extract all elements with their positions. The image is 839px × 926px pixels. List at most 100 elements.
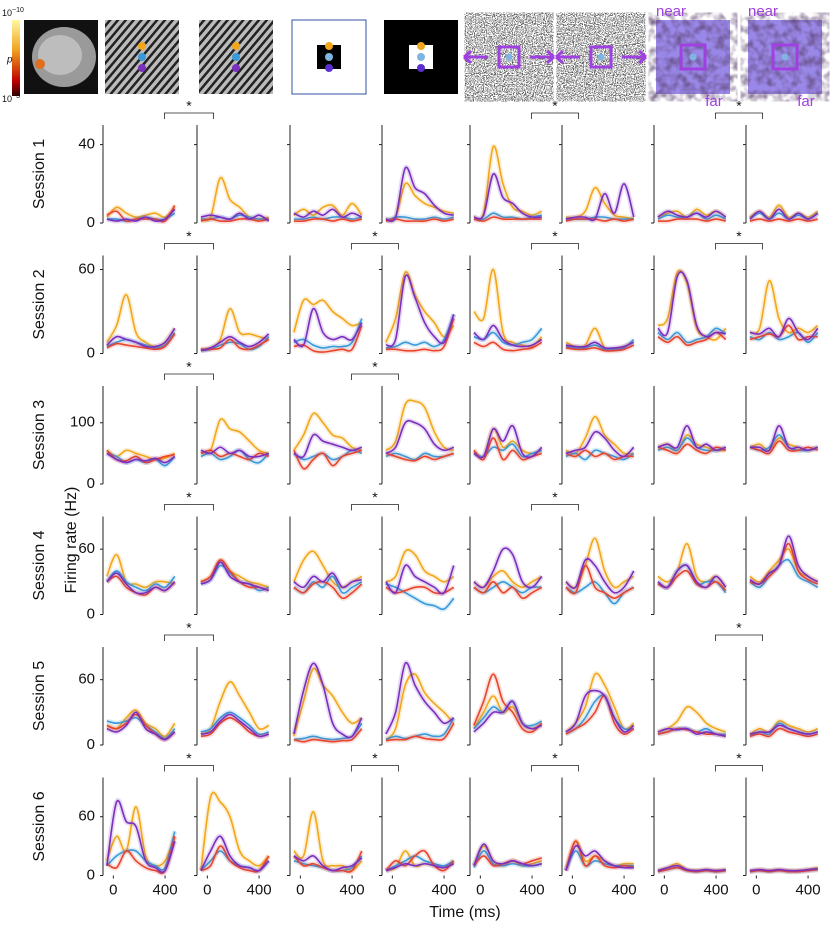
rate-line bbox=[749, 867, 818, 872]
panel bbox=[287, 647, 365, 746]
rate-line bbox=[565, 695, 635, 735]
session-label: Session 5 bbox=[31, 661, 48, 731]
panel: 0 400 bbox=[287, 777, 365, 898]
rate-line bbox=[293, 318, 363, 349]
panel bbox=[651, 255, 728, 354]
rate-line bbox=[657, 564, 727, 589]
panel bbox=[559, 386, 636, 485]
rate-line bbox=[385, 452, 455, 462]
x-tick-label: 0 bbox=[296, 881, 304, 898]
panel bbox=[467, 125, 543, 224]
significance-bracket bbox=[531, 112, 579, 119]
rate-line bbox=[385, 673, 455, 741]
rate-line bbox=[385, 271, 455, 343]
panel bbox=[379, 386, 455, 485]
rate-line bbox=[749, 535, 819, 585]
rate-line bbox=[473, 673, 543, 734]
rate-line bbox=[106, 452, 176, 464]
significance-bracket bbox=[351, 243, 399, 250]
y-tick-label: 0 bbox=[87, 475, 95, 492]
panel: 0 400 bbox=[194, 777, 272, 898]
rate-line bbox=[473, 547, 543, 589]
thumb-dot bbox=[232, 53, 240, 61]
significance-star: * bbox=[372, 359, 378, 375]
thumb-dot bbox=[505, 53, 513, 61]
panel bbox=[651, 647, 727, 746]
rate-line bbox=[293, 572, 362, 589]
panel bbox=[194, 386, 271, 485]
panel bbox=[559, 516, 636, 615]
rate-line bbox=[749, 218, 818, 222]
thumb-dot bbox=[417, 42, 425, 50]
x-tick-label: 0 bbox=[109, 881, 117, 898]
thumb-dot bbox=[417, 64, 425, 72]
thumb-dot bbox=[689, 53, 697, 61]
panel bbox=[287, 386, 363, 485]
rate-line bbox=[385, 722, 455, 742]
rate-line bbox=[473, 145, 543, 221]
significance-star: * bbox=[186, 98, 192, 114]
x-tick-label: 0 bbox=[660, 881, 668, 898]
significance-bracket bbox=[715, 243, 763, 250]
rate-line bbox=[565, 415, 634, 455]
panel bbox=[559, 255, 636, 354]
rate-line bbox=[657, 210, 727, 218]
rate-line bbox=[293, 855, 363, 872]
rate-line bbox=[385, 855, 455, 872]
rate-line bbox=[293, 325, 363, 353]
panel: 0 100 bbox=[70, 386, 177, 492]
rate-line bbox=[565, 840, 634, 871]
rate-line bbox=[657, 864, 726, 872]
rate-line bbox=[473, 173, 542, 220]
rate-line bbox=[200, 212, 270, 222]
thumb-frame bbox=[771, 43, 799, 71]
x-tick-label: 400 bbox=[520, 881, 545, 898]
depth-label: far bbox=[705, 93, 723, 110]
significance-bracket bbox=[715, 634, 763, 641]
significance-star: * bbox=[736, 228, 742, 244]
rate-line bbox=[749, 724, 818, 735]
panel bbox=[467, 255, 544, 354]
rate-line bbox=[106, 799, 176, 874]
stimulus-thumb: near far bbox=[748, 3, 822, 110]
panel bbox=[467, 647, 544, 746]
rate-line bbox=[106, 553, 175, 589]
y-tick-label: 60 bbox=[78, 260, 95, 277]
stimulus-thumb bbox=[463, 20, 555, 94]
rate-line bbox=[473, 700, 543, 733]
rate-line bbox=[385, 661, 455, 735]
rate-line bbox=[106, 452, 176, 467]
rate-line bbox=[473, 845, 543, 867]
significance-bracket bbox=[531, 765, 579, 772]
y-tick-label: 0 bbox=[87, 866, 95, 883]
depth-label: far bbox=[797, 93, 815, 110]
rate-line bbox=[473, 425, 543, 459]
rate-line bbox=[106, 806, 176, 867]
rate-line bbox=[106, 572, 176, 595]
significance-bracket bbox=[164, 634, 214, 641]
rate-line bbox=[385, 274, 455, 348]
panel bbox=[287, 516, 364, 615]
rate-line bbox=[106, 208, 176, 222]
y-tick-label: 0 bbox=[87, 736, 95, 753]
x-tick-label: 400 bbox=[247, 881, 272, 898]
rate-line bbox=[200, 446, 270, 458]
rate-line bbox=[473, 843, 542, 867]
thumb-dot bbox=[138, 53, 146, 61]
rate-line bbox=[200, 218, 269, 223]
rate-line bbox=[749, 868, 818, 873]
rate-line bbox=[657, 327, 727, 344]
panel: 0 400 bbox=[379, 777, 457, 898]
thumb-dot bbox=[232, 64, 240, 72]
x-tick-label: 400 bbox=[153, 881, 178, 898]
rate-line bbox=[106, 570, 176, 592]
significance-star: * bbox=[552, 228, 558, 244]
significance-star: * bbox=[186, 489, 192, 505]
y-tick-label: 40 bbox=[78, 136, 95, 153]
significance-star: * bbox=[186, 750, 192, 766]
rate-line bbox=[293, 667, 363, 737]
significance-star: * bbox=[372, 489, 378, 505]
x-axis-label: Time (ms) bbox=[429, 904, 500, 921]
rate-line bbox=[200, 333, 270, 352]
thumb-dot bbox=[417, 53, 425, 61]
